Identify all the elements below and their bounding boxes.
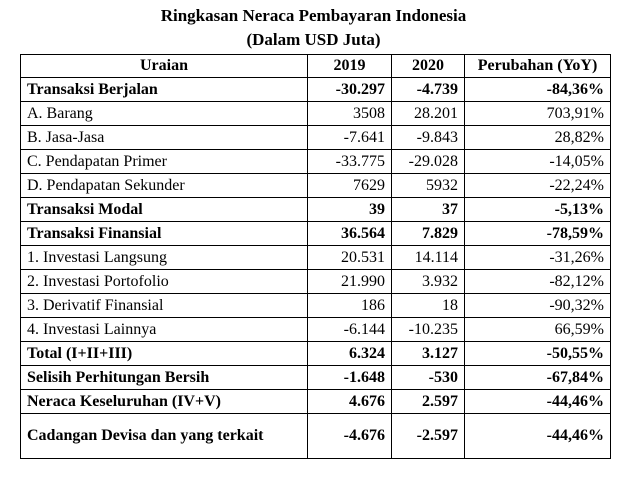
row-label: 1. Investasi Langsung [20, 245, 308, 270]
table-row: 4. Investasi Lainnya -6.144 -10.235 66,59% [20, 317, 611, 342]
value-yoy: 703,91% [464, 101, 611, 126]
value-yoy: -44,46% [464, 389, 611, 414]
row-label: Transaksi Berjalan [20, 77, 308, 102]
value-2019: -33.775 [307, 149, 392, 174]
value-yoy: -84,36% [464, 77, 611, 102]
value-yoy: -44,46% [464, 413, 611, 459]
value-2020: 14.114 [391, 245, 465, 270]
value-2020: 2.597 [391, 389, 465, 414]
value-2019: -6.144 [307, 317, 392, 342]
value-yoy: -78,59% [464, 221, 611, 246]
table-row: Cadangan Devisa dan yang terkait -4.676 -2… [20, 413, 611, 459]
row-label: Neraca Keseluruhan (IV+V) [20, 389, 308, 414]
row-label: Transaksi Modal [20, 197, 308, 222]
value-2020: 3.932 [391, 269, 465, 294]
table-row: 3. Derivatif Finansial 186 18 -90,32% [20, 293, 611, 318]
value-2019: 39 [307, 197, 392, 222]
value-2019: 20.531 [307, 245, 392, 270]
value-2020: -9.843 [391, 125, 465, 150]
value-yoy: 66,59% [464, 317, 611, 342]
value-2020: 18 [391, 293, 465, 318]
value-2019: 6.324 [307, 341, 392, 366]
header-uraian: Uraian [20, 54, 308, 78]
value-2020: 5932 [391, 173, 465, 198]
row-label: B. Jasa-Jasa [20, 125, 308, 150]
row-label: Selisih Perhitungan Bersih [20, 365, 308, 390]
row-label: A. Barang [20, 101, 308, 126]
value-2019: -30.297 [307, 77, 392, 102]
balance-of-payments-table: Uraian 2019 2020 Perubahan (YoY) Transak… [20, 54, 611, 459]
table-row: Selisih Perhitungan Bersih -1.648 -530 -67,… [20, 365, 611, 390]
row-label: 3. Derivatif Finansial [20, 293, 308, 318]
value-2020: -530 [391, 365, 465, 390]
table-row: B. Jasa-Jasa -7.641 -9.843 28,82% [20, 125, 611, 150]
value-2020: 3.127 [391, 341, 465, 366]
value-2020: 37 [391, 197, 465, 222]
row-label: Cadangan Devisa dan yang terkait [20, 413, 308, 459]
row-label: C. Pendapatan Primer [20, 149, 308, 174]
value-yoy: -82,12% [464, 269, 611, 294]
value-2019: 186 [307, 293, 392, 318]
table-row: A. Barang 3508 28.201 703,91% [20, 101, 611, 126]
header-row: Uraian 2019 2020 Perubahan (YoY) [20, 54, 611, 78]
value-2020: 28.201 [391, 101, 465, 126]
table-subtitle: (Dalam USD Juta) [246, 30, 381, 49]
value-yoy: -50,55% [464, 341, 611, 366]
value-2020: -10.235 [391, 317, 465, 342]
value-2019: 4.676 [307, 389, 392, 414]
table-row: C. Pendapatan Primer -33.775 -29.028 -14,05… [20, 149, 611, 174]
row-label: Total (I+II+III) [20, 341, 308, 366]
value-yoy: -67,84% [464, 365, 611, 390]
value-yoy: -14,05% [464, 149, 611, 174]
value-2019: 3508 [307, 101, 392, 126]
table-row: Transaksi Berjalan -30.297 -4.739 -84,36% [20, 77, 611, 102]
value-2019: -7.641 [307, 125, 392, 150]
table-row: 2. Investasi Portofolio 21.990 3.932 -82,12… [20, 269, 611, 294]
value-2019: 7629 [307, 173, 392, 198]
table-row: Transaksi Modal 39 37 -5,13% [20, 197, 611, 222]
value-2019: -4.676 [307, 413, 392, 459]
header-2020: 2020 [391, 54, 465, 78]
header-2019: 2019 [307, 54, 392, 78]
row-label: 4. Investasi Lainnya [20, 317, 308, 342]
value-yoy: -90,32% [464, 293, 611, 318]
value-2019: -1.648 [307, 365, 392, 390]
table-row: D. Pendapatan Sekunder 7629 5932 -22,24% [20, 173, 611, 198]
table-title: Ringkasan Neraca Pembayaran Indonesia [160, 6, 467, 25]
table-row: Transaksi Finansial 36.564 7.829 -78,59% [20, 221, 611, 246]
value-2020: -4.739 [391, 77, 465, 102]
value-2019: 21.990 [307, 269, 392, 294]
value-yoy: -31,26% [464, 245, 611, 270]
table-row: 1. Investasi Langsung 20.531 14.114 -31,26% [20, 245, 611, 270]
row-label: D. Pendapatan Sekunder [20, 173, 308, 198]
value-yoy: 28,82% [464, 125, 611, 150]
header-yoy: Perubahan (YoY) [464, 54, 611, 78]
value-yoy: -5,13% [464, 197, 611, 222]
row-label: 2. Investasi Portofolio [20, 269, 308, 294]
value-2020: -2.597 [391, 413, 465, 459]
table-row: Total (I+II+III) 6.324 3.127 -50,55% [20, 341, 611, 366]
value-2020: -29.028 [391, 149, 465, 174]
table-row: Neraca Keseluruhan (IV+V) 4.676 2.597 -44,4… [20, 389, 611, 414]
row-label: Transaksi Finansial [20, 221, 308, 246]
value-2020: 7.829 [391, 221, 465, 246]
value-2019: 36.564 [307, 221, 392, 246]
value-yoy: -22,24% [464, 173, 611, 198]
